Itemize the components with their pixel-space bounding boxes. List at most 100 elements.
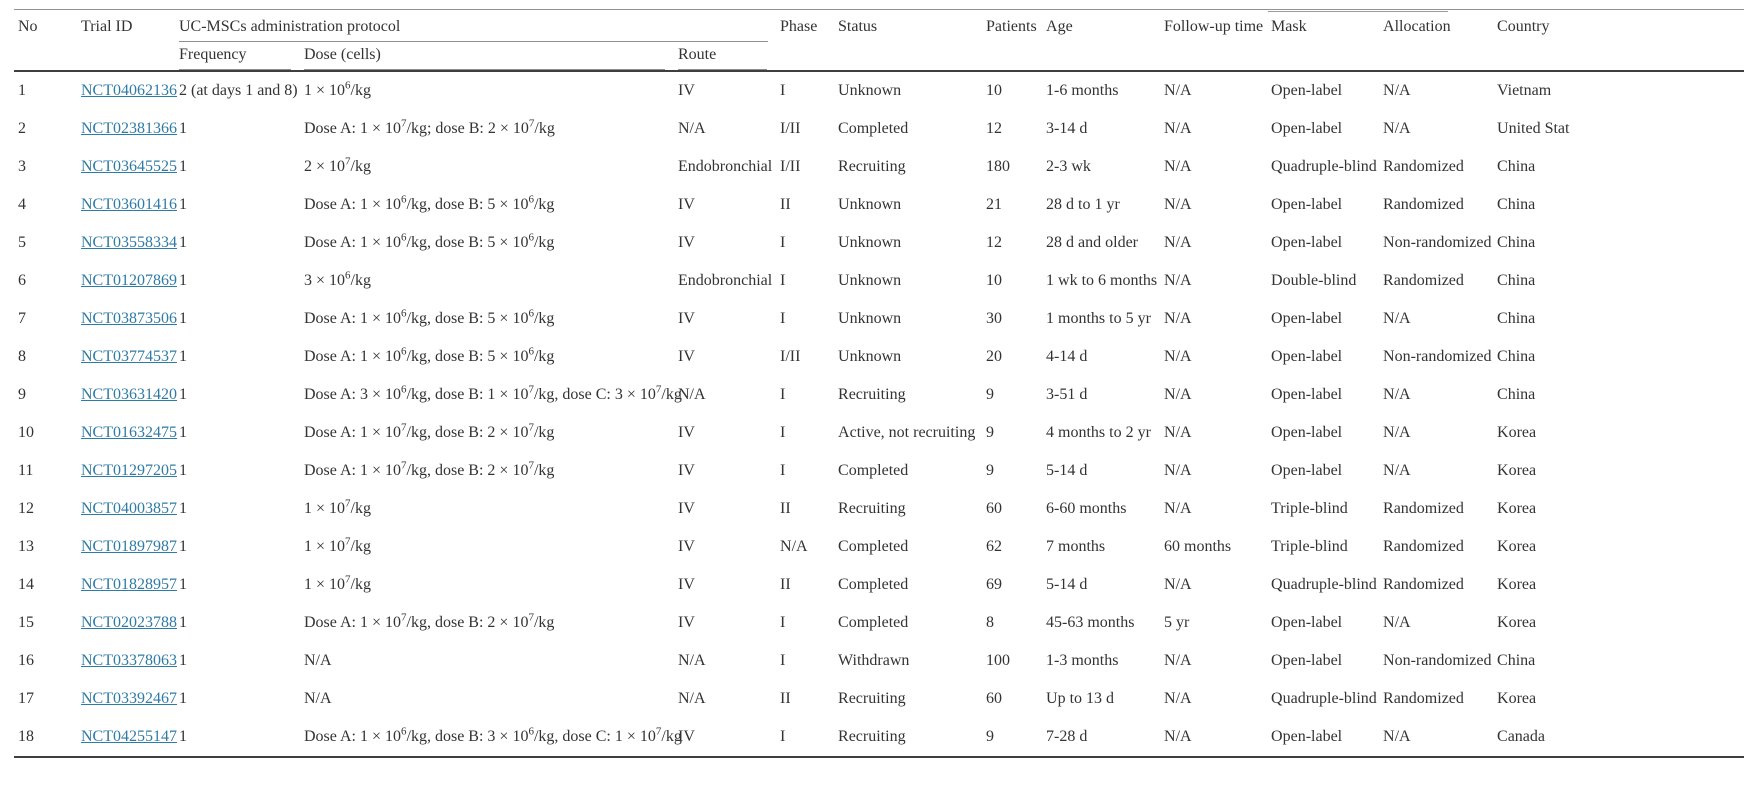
route-cell: Endobronchial — [678, 158, 773, 175]
age-cell: 1 wk to 6 months — [1046, 272, 1158, 289]
trial-id-link[interactable]: NCT01297205 — [81, 462, 177, 479]
mask-cell: Open-label — [1271, 82, 1343, 99]
trial-id-link[interactable]: NCT04062136 — [81, 82, 177, 99]
age-cell: 3-51 d — [1046, 386, 1088, 403]
country-cell: Korea — [1497, 462, 1537, 479]
trial-id-link[interactable]: NCT03378063 — [81, 652, 177, 669]
status-cell: Recruiting — [838, 158, 906, 175]
no-cell: 6 — [18, 272, 26, 289]
status-cell: Completed — [838, 538, 909, 555]
trial-id-link[interactable]: NCT02023788 — [81, 614, 177, 631]
frequency-cell: 1 — [179, 500, 187, 517]
allocation-cell: Randomized — [1383, 196, 1464, 213]
col-header-trial-id: Trial ID — [81, 18, 133, 35]
country-cell: China — [1497, 272, 1536, 289]
dose-cell: Dose A: 1 × 106/kg, dose B: 5 × 106/kg — [304, 307, 555, 327]
trials-table-body: 1 NCT04062136 2 (at days 1 and 8) 1 × 106/k… — [14, 71, 1744, 757]
follow-up-cell: N/A — [1164, 576, 1192, 593]
col-header-protocol-group: UC-MSCs administration protocol — [179, 10, 780, 42]
route-cell: Endobronchial — [678, 272, 773, 289]
follow-up-cell: N/A — [1164, 158, 1192, 175]
mask-cell: Open-label — [1271, 386, 1343, 403]
no-cell: 15 — [18, 614, 34, 631]
patients-cell: 10 — [986, 272, 1003, 289]
trial-id-cell: NCT03558334 — [81, 224, 179, 262]
trial-id-cell: NCT04003857 — [81, 490, 179, 528]
allocation-cell: Non-randomized — [1383, 652, 1492, 669]
trial-id-link[interactable]: NCT03645525 — [81, 158, 177, 175]
allocation-cell: Randomized — [1383, 272, 1464, 289]
route-cell: N/A — [678, 652, 706, 669]
trial-id-link[interactable]: NCT03631420 — [81, 386, 177, 403]
allocation-cell: N/A — [1383, 310, 1411, 327]
trial-id-cell: NCT02023788 — [81, 604, 179, 642]
country-cell: China — [1497, 158, 1536, 175]
patients-cell: 9 — [986, 462, 995, 479]
age-cell: 4 months to 2 yr — [1046, 424, 1151, 441]
trial-id-link[interactable]: NCT03558334 — [81, 234, 177, 251]
trial-id-cell: NCT02381366 — [81, 110, 179, 148]
status-cell: Completed — [838, 614, 909, 631]
age-cell: 5-14 d — [1046, 462, 1088, 479]
col-header-patients: Patients — [986, 18, 1037, 35]
dose-cell: 1 × 107/kg — [304, 573, 371, 593]
status-cell: Unknown — [838, 196, 902, 213]
no-cell: 2 — [18, 120, 26, 137]
no-cell: 4 — [18, 196, 26, 213]
dose-cell: 1 × 107/kg — [304, 497, 371, 517]
dose-cell: N/A — [304, 652, 332, 669]
trial-id-link[interactable]: NCT02381366 — [81, 120, 177, 137]
patients-cell: 12 — [986, 120, 1003, 137]
phase-cell: I — [780, 234, 786, 251]
phase-cell: I — [780, 386, 786, 403]
age-cell: 1 months to 5 yr — [1046, 310, 1151, 327]
country-cell: United Stat — [1497, 120, 1570, 137]
trial-id-link[interactable]: NCT01207869 — [81, 272, 177, 289]
route-cell: N/A — [678, 120, 706, 137]
mask-cell: Open-label — [1271, 424, 1343, 441]
phase-cell: I — [780, 82, 786, 99]
no-cell: 1 — [18, 82, 26, 99]
table-row: 14 NCT01828957 1 1 × 107/kg IV II Completed 69 5… — [14, 566, 1744, 604]
col-header-mask: Mask — [1271, 18, 1307, 35]
no-cell: 8 — [18, 348, 26, 365]
mask-cell: Open-label — [1271, 310, 1343, 327]
frequency-cell: 1 — [179, 386, 187, 403]
trial-id-link[interactable]: NCT03601416 — [81, 196, 177, 213]
follow-up-cell: 5 yr — [1164, 614, 1190, 631]
country-cell: China — [1497, 196, 1536, 213]
trial-id-link[interactable]: NCT04255147 — [81, 728, 177, 745]
country-cell: Korea — [1497, 576, 1537, 593]
trial-id-link[interactable]: NCT01828957 — [81, 576, 177, 593]
trial-id-link[interactable]: NCT01632475 — [81, 424, 177, 441]
age-cell: 2-3 wk — [1046, 158, 1091, 175]
dose-cell: 2 × 107/kg — [304, 155, 371, 175]
frequency-cell: 1 — [179, 462, 187, 479]
frequency-cell: 1 — [179, 652, 187, 669]
trial-id-link[interactable]: NCT03774537 — [81, 348, 177, 365]
phase-cell: I — [780, 652, 786, 669]
mask-cell: Open-label — [1271, 120, 1343, 137]
country-cell: Korea — [1497, 690, 1537, 707]
follow-up-cell: N/A — [1164, 728, 1192, 745]
dose-cell: N/A — [304, 690, 332, 707]
protocol-group-label: UC-MSCs administration protocol — [179, 18, 769, 42]
page: { "table": { "group_header": "UC-MSCs ad… — [0, 9, 1752, 789]
allocation-cell: N/A — [1383, 424, 1411, 441]
trial-id-link[interactable]: NCT01897987 — [81, 538, 177, 555]
status-cell: Recruiting — [838, 500, 906, 517]
trial-id-cell: NCT01632475 — [81, 414, 179, 452]
trial-id-link[interactable]: NCT03873506 — [81, 310, 177, 327]
table-row: 2 NCT02381366 1 Dose A: 1 × 107/kg; dose B:… — [14, 110, 1744, 148]
dose-cell: Dose A: 1 × 106/kg, dose B: 5 × 106/kg — [304, 345, 555, 365]
no-cell: 12 — [18, 500, 34, 517]
trial-id-cell: NCT03631420 — [81, 376, 179, 414]
trial-id-cell: NCT03378063 — [81, 642, 179, 680]
col-header-follow-up: Follow-up time — [1164, 18, 1264, 35]
trial-id-link[interactable]: NCT03392467 — [81, 690, 177, 707]
phase-cell: I — [780, 424, 786, 441]
allocation-cell: N/A — [1383, 614, 1411, 631]
trial-id-link[interactable]: NCT04003857 — [81, 500, 177, 517]
status-cell: Unknown — [838, 234, 902, 251]
trials-table: No Trial ID UC-MSCs administration proto… — [14, 9, 1745, 758]
